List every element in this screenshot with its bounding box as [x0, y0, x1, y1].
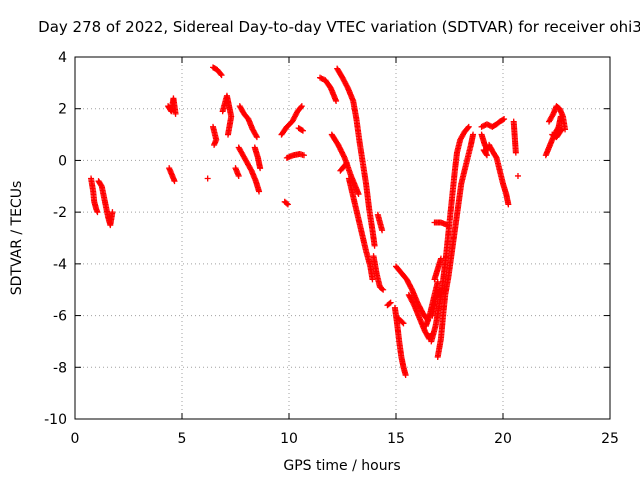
data-point	[284, 201, 291, 208]
data-point	[558, 127, 565, 134]
data-point	[257, 165, 264, 172]
y-tick-label: -10	[44, 412, 67, 428]
data-point	[371, 242, 378, 249]
data-point	[400, 320, 407, 327]
data-point	[387, 299, 394, 306]
chart-title: Day 278 of 2022, Sidereal Day-to-day VTE…	[38, 18, 640, 36]
data-point	[333, 97, 340, 104]
x-tick-label: 5	[178, 431, 187, 447]
data-point	[514, 172, 521, 179]
data-point	[172, 110, 179, 117]
data-point	[501, 116, 508, 123]
plot-frame	[74, 56, 611, 420]
data-point	[299, 127, 306, 134]
data-point	[94, 209, 101, 216]
data-point	[225, 131, 232, 138]
data-point	[379, 227, 386, 234]
y-tick-label: -8	[53, 360, 67, 376]
data-point	[300, 152, 307, 159]
data-point	[465, 123, 472, 130]
x-tick-label: 25	[601, 431, 619, 447]
data-point	[369, 276, 376, 283]
data-point	[235, 172, 242, 179]
x-tick-label: 10	[280, 431, 298, 447]
data-point	[379, 285, 386, 292]
data-point	[386, 300, 393, 307]
axis-ticks	[74, 56, 611, 420]
data-point	[470, 131, 477, 138]
data-point	[436, 286, 443, 293]
x-tick-label: 20	[494, 431, 512, 447]
data-point	[402, 372, 409, 379]
data-point	[483, 152, 490, 159]
x-axis-label: GPS time / hours	[283, 458, 400, 474]
data-point	[253, 132, 260, 139]
y-tick-label: 0	[58, 153, 67, 169]
data-point	[283, 200, 290, 207]
data-point	[217, 71, 224, 78]
y-tick-label: 4	[58, 50, 67, 66]
data-point	[109, 209, 116, 216]
data-point	[171, 178, 178, 185]
y-tick-label: 2	[58, 102, 67, 118]
y-axis-label: SDTVAR / TECUs	[9, 181, 25, 296]
data-point	[505, 201, 512, 208]
data-point	[218, 72, 225, 79]
data-point	[211, 141, 218, 148]
data-point	[297, 104, 304, 111]
data-point	[464, 124, 471, 131]
data-point	[512, 149, 519, 156]
data-points	[88, 64, 569, 379]
y-tick-label: -4	[53, 257, 67, 273]
data-point	[558, 126, 565, 133]
data-point	[256, 188, 263, 195]
data-point	[444, 222, 451, 229]
y-tick-label: -2	[53, 205, 67, 221]
x-tick-labels: 0 5 10 15 20 25	[71, 431, 619, 447]
data-point	[343, 160, 350, 167]
data-point	[380, 286, 387, 293]
data-point	[253, 134, 260, 141]
data-point	[298, 103, 305, 110]
data-point	[434, 278, 441, 285]
grid-lines	[75, 57, 610, 419]
data-point	[437, 255, 444, 262]
data-point	[204, 175, 211, 182]
x-tick-label: 15	[387, 431, 405, 447]
y-tick-label: -6	[53, 309, 67, 325]
y-tick-labels: -10 -8 -6 -4 -2 0 2 4	[44, 50, 67, 428]
data-point	[342, 161, 349, 168]
data-point	[399, 319, 406, 326]
x-tick-label: 0	[71, 431, 80, 447]
data-point	[355, 191, 362, 198]
